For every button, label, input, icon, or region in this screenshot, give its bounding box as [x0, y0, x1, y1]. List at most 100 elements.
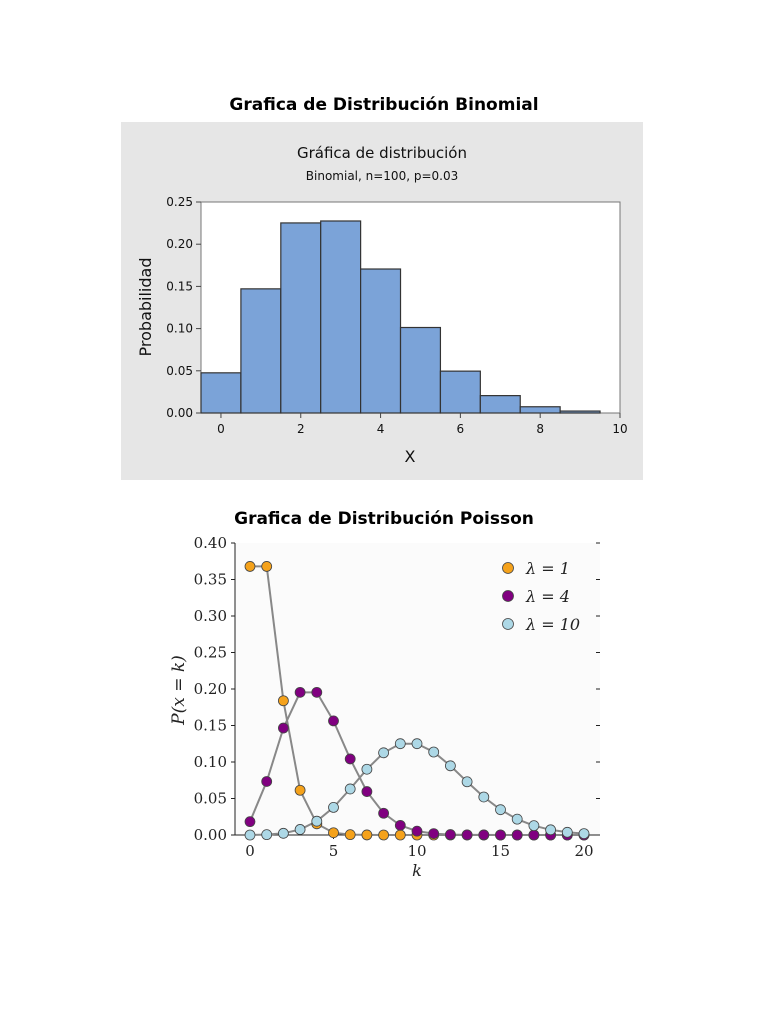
poisson-point: [428, 746, 440, 758]
poisson-y-tick-label: 0.15: [194, 717, 227, 735]
poisson-point: [328, 715, 339, 727]
poisson-point: [361, 786, 373, 797]
legend-marker: [502, 618, 514, 630]
poisson-point: [561, 826, 573, 838]
binomial-bar: [360, 268, 402, 414]
poisson-x-tick-label: 10: [407, 842, 426, 860]
poisson-point: [344, 753, 356, 765]
poisson-y-tick-label: 0.40: [194, 534, 227, 552]
binomial-bar: [200, 372, 242, 414]
legend-label: λ = 10: [525, 615, 580, 634]
poisson-point: [394, 829, 406, 841]
poisson-plot-area: [235, 543, 600, 835]
poisson-y-tick-label: 0.20: [194, 680, 227, 698]
binomial-y-tick-label: 0.05: [166, 364, 193, 378]
poisson-point: [278, 695, 289, 707]
poisson-point: [461, 776, 473, 788]
poisson-point: [511, 813, 523, 825]
poisson-point: [344, 783, 356, 795]
poisson-heading: Grafica de Distribución Poisson: [234, 509, 534, 529]
binomial-y-axis-label: Probabilidad: [136, 258, 155, 357]
binomial-x-tick-label: 10: [612, 422, 627, 436]
poisson-point: [361, 829, 373, 841]
poisson-point: [244, 816, 256, 828]
binomial-heading: Grafica de Distribución Binomial: [229, 95, 539, 115]
poisson-point: [244, 829, 256, 841]
binomial-x-tick-label: 0: [217, 422, 225, 436]
poisson-point: [378, 829, 390, 841]
poisson-point: [495, 829, 506, 841]
poisson-point: [495, 804, 506, 816]
poisson-point: [511, 829, 523, 841]
poisson-point: [461, 829, 473, 841]
poisson-point: [394, 738, 406, 750]
legend-label: λ = 1: [525, 559, 570, 578]
poisson-point: [545, 824, 557, 836]
poisson-point: [378, 747, 390, 759]
poisson-point: [278, 827, 289, 839]
binomial-y-tick-label: 0.25: [166, 195, 193, 209]
binomial-x-tick-label: 4: [377, 422, 385, 436]
poisson-x-tick-label: 0: [245, 842, 255, 860]
binomial-bar: [320, 220, 362, 414]
poisson-y-tick-label: 0.25: [194, 644, 227, 662]
poisson-point: [244, 561, 256, 572]
poisson-point: [478, 791, 490, 803]
poisson-y-tick-label: 0.30: [194, 607, 227, 625]
poisson-y-tick-label: 0.35: [194, 571, 227, 589]
poisson-point: [311, 815, 323, 827]
poisson-point: [444, 829, 456, 840]
binomial-x-tick-label: 2: [297, 422, 305, 436]
poisson-x-tick-label: 15: [491, 842, 510, 860]
binomial-y-tick-label: 0.15: [166, 279, 193, 293]
poisson-point: [411, 825, 423, 837]
binomial-chart: Gráfica de distribución Binomial, n=100,…: [121, 122, 643, 480]
poisson-point: [261, 776, 273, 787]
binomial-bar: [479, 395, 521, 414]
binomial-bar: [280, 222, 322, 414]
poisson-point: [328, 827, 339, 839]
binomial-bar: [399, 326, 442, 414]
poisson-point: [444, 760, 456, 772]
poisson-y-tick-label: 0.05: [194, 790, 227, 808]
poisson-point: [361, 763, 373, 775]
binomial-bar: [240, 288, 282, 414]
binomial-x-tick-label: 6: [457, 422, 465, 436]
binomial-y-tick-label: 0.20: [166, 237, 193, 251]
poisson-y-tick-label: 0.10: [194, 753, 227, 771]
poisson-point: [528, 820, 540, 832]
poisson-x-tick-label: 20: [574, 842, 593, 860]
poisson-point: [311, 686, 323, 698]
poisson-point: [344, 829, 356, 841]
poisson-point: [411, 738, 423, 750]
binomial-y-tick-label: 0.00: [166, 406, 193, 420]
binomial-bar: [439, 370, 481, 414]
legend-marker: [502, 562, 514, 574]
poisson-x-tick-label: 5: [329, 842, 339, 860]
poisson-point: [378, 807, 390, 819]
poisson-point: [328, 802, 339, 813]
binomial-bar: [519, 406, 561, 414]
binomial-bar: [559, 410, 601, 414]
poisson-chart: 0.00 0.05 0.10 0.15 0.20 0.25 0.30 0.35 0.40 0 5 10…: [169, 534, 600, 880]
binomial-x-tick-label: 8: [536, 422, 544, 436]
poisson-point: [261, 561, 273, 572]
poisson-x-axis-label: k: [412, 861, 422, 880]
binomial-chart-title: Gráfica de distribución: [297, 144, 467, 162]
poisson-point: [428, 828, 440, 840]
poisson-y-tick-label: 0.00: [194, 826, 227, 844]
poisson-point: [394, 819, 406, 831]
poisson-y-axis-label: P(x = k): [169, 655, 189, 726]
poisson-point: [261, 829, 273, 841]
legend-label: λ = 4: [525, 587, 570, 606]
poisson-point: [528, 829, 540, 841]
poisson-point: [278, 722, 289, 734]
poisson-point: [294, 784, 306, 796]
binomial-y-tick-label: 0.10: [166, 322, 193, 336]
binomial-chart-subtitle: Binomial, n=100, p=0.03: [306, 169, 458, 183]
poisson-point: [478, 829, 490, 841]
binomial-x-axis-label: X: [405, 447, 416, 466]
legend-marker: [502, 590, 514, 602]
poisson-point: [294, 824, 306, 835]
poisson-point: [294, 686, 306, 698]
